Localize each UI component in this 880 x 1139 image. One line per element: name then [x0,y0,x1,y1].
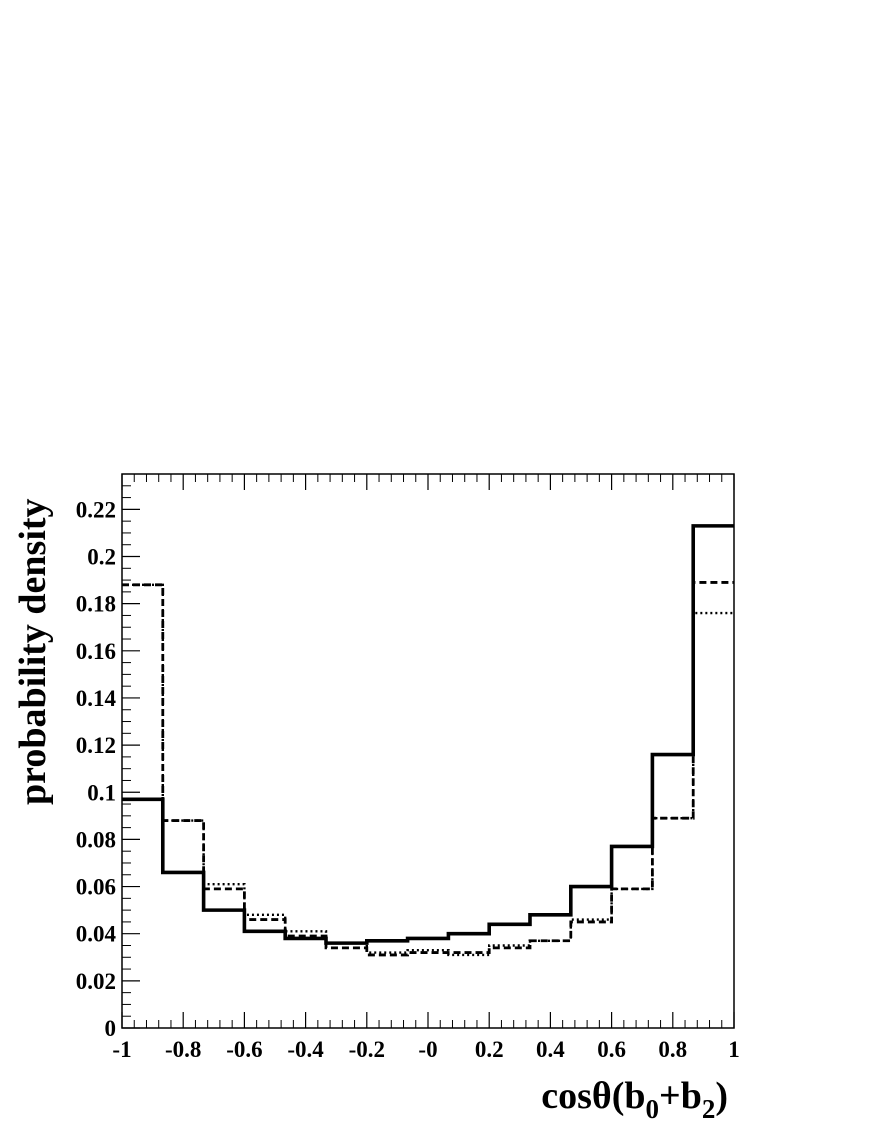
y-tick-label: 0.08 [76,827,116,852]
series-dashed [122,581,734,957]
y-tick-label: 0.2 [87,545,116,570]
y-tick-label: 0.22 [76,497,116,522]
x-tick-labels: -1 -0.8 -0.6 -0.4 -0.2 -0 0.2 0.4 0.6 0.8 1 [112,1037,739,1062]
x-tick-label: -1 [112,1037,131,1062]
x-tick-label: 0.6 [597,1037,626,1062]
axis-ticks [121,473,735,1029]
y-tick-labels: 0 0.02 0.04 0.06 0.08 0.1 0.12 0.14 0.16 0.18 0.2 0… [76,497,117,1041]
histogram-series [122,524,734,957]
x-tick-label: 0.8 [658,1037,687,1062]
y-tick-label: 0.12 [76,733,116,758]
y-tick-label: 0 [105,1016,117,1041]
y-tick-label: 0.16 [76,639,116,664]
series-dotted [122,583,734,957]
x-tick-label: -0.2 [349,1037,385,1062]
x-tick-label: 1 [728,1037,740,1062]
x-axis-title: cosθ(b0+b2) [541,1075,728,1124]
y-tick-label: 0.06 [76,875,116,900]
y-tick-label: 0.1 [87,780,116,805]
y-axis-title: probability density [12,498,54,805]
y-tick-label: 0.02 [76,969,116,994]
plot-frame [121,473,735,1029]
x-tick-label: 0.4 [536,1037,565,1062]
y-tick-label: 0.14 [76,686,117,711]
x-tick-label: -0.8 [165,1037,201,1062]
x-tick-label: -0 [418,1037,437,1062]
x-tick-label: 0.2 [475,1037,504,1062]
y-tick-label: 0.18 [76,592,116,617]
x-tick-label: -0.4 [287,1037,324,1062]
series-solid [122,524,734,945]
x-tick-label: -0.6 [226,1037,262,1062]
y-tick-label: 0.04 [76,922,117,947]
